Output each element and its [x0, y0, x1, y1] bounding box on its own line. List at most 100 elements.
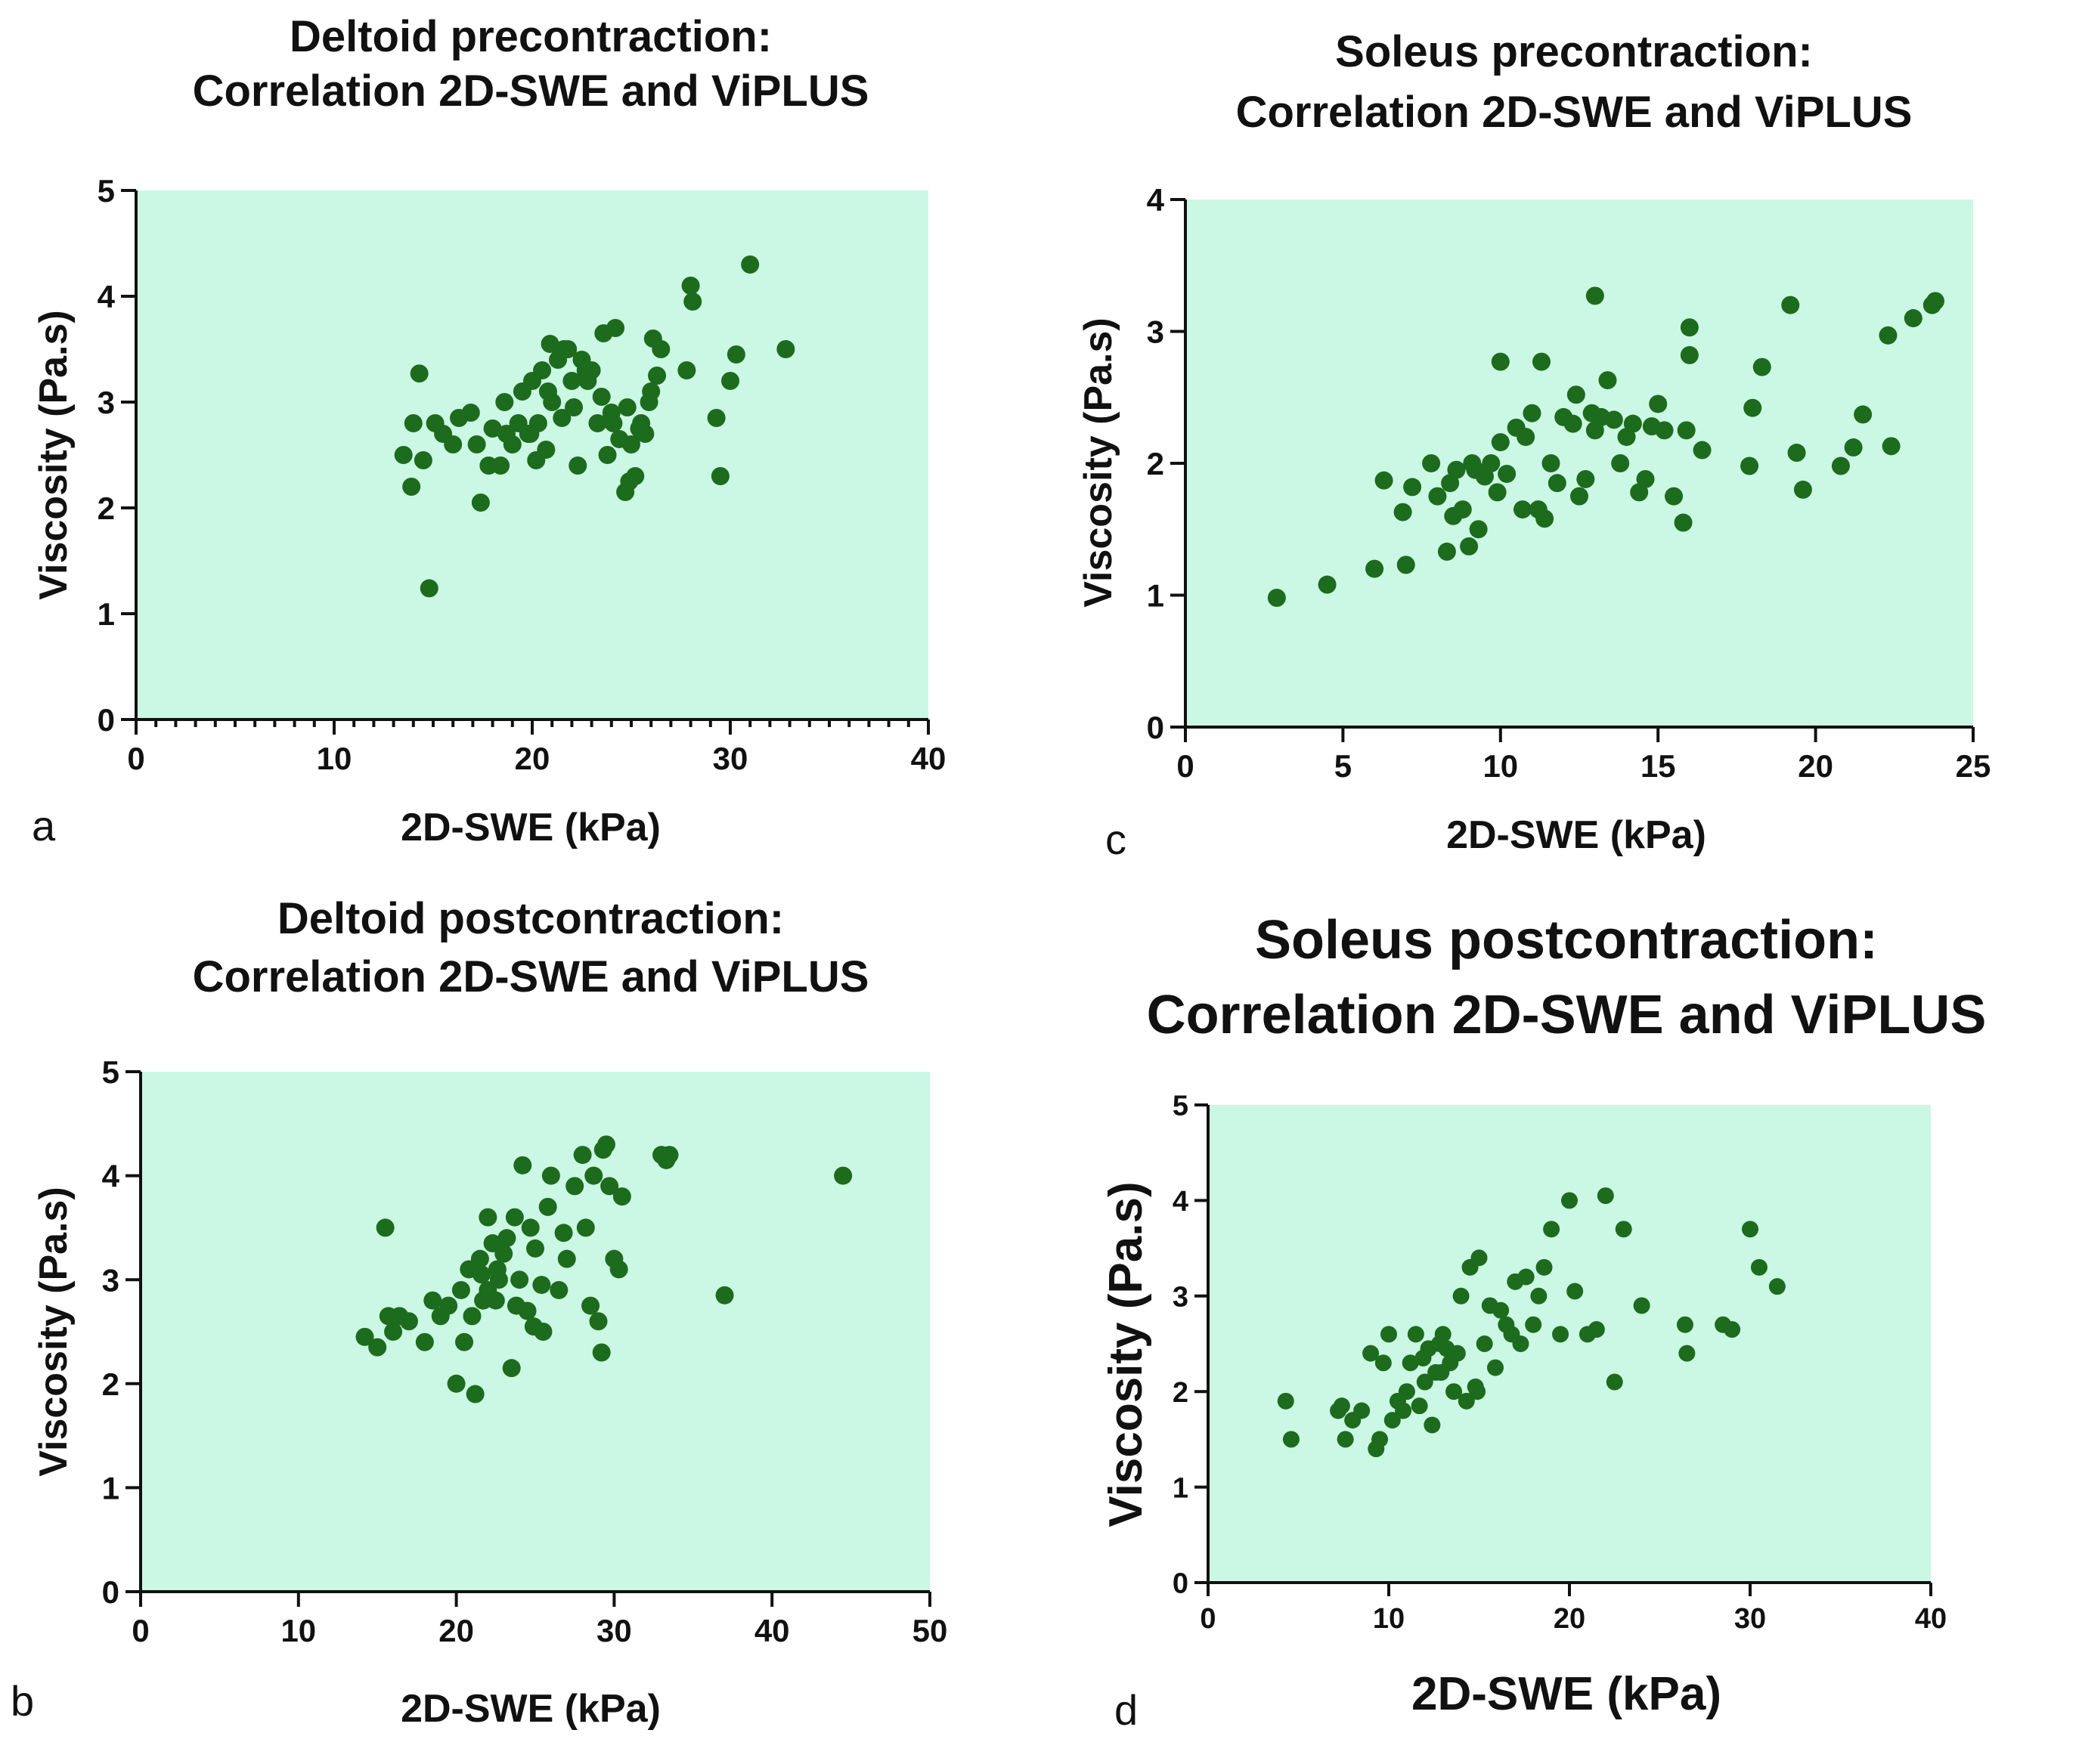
data-point — [1488, 483, 1507, 502]
data-point — [463, 1307, 482, 1326]
data-point — [1469, 1383, 1486, 1400]
data-point — [507, 1296, 525, 1315]
data-point — [384, 1323, 403, 1341]
data-point — [1428, 487, 1447, 506]
data-point — [524, 1317, 543, 1336]
data-point — [541, 1166, 560, 1185]
data-point — [1693, 441, 1712, 460]
data-point — [1267, 588, 1286, 607]
data-point — [538, 382, 557, 401]
y-axis-label: Viscosity (Pa.s) — [32, 1187, 76, 1476]
data-point — [1353, 1402, 1371, 1419]
data-point — [376, 1218, 395, 1237]
data-point — [1277, 1392, 1294, 1410]
data-point — [683, 292, 702, 311]
data-point — [1470, 1249, 1488, 1267]
data-point — [1570, 487, 1588, 506]
x-tick-label: 10 — [317, 741, 352, 776]
data-point — [1535, 509, 1554, 528]
data-point — [410, 364, 429, 383]
data-point — [721, 372, 739, 390]
panel-letter: d — [1114, 1686, 1138, 1734]
data-point — [1407, 1326, 1424, 1343]
data-point — [1740, 456, 1759, 475]
chart-title-line-2: Correlation 2D-SWE and ViPLUS — [1147, 985, 1987, 1045]
data-point — [648, 367, 667, 385]
data-point — [502, 1359, 521, 1378]
plot-area — [1208, 1105, 1931, 1583]
x-tick-label: 0 — [127, 741, 144, 776]
y-axis-label: Viscosity (Pa.s) — [1100, 1181, 1152, 1527]
data-point — [715, 1286, 734, 1304]
data-point — [444, 435, 463, 453]
data-point — [479, 1208, 497, 1227]
data-point — [1383, 1412, 1401, 1429]
panel-letter: c — [1105, 815, 1126, 863]
data-point — [652, 340, 671, 358]
data-points — [1277, 1187, 1786, 1458]
y-tick-label: 2 — [102, 1366, 119, 1402]
data-point — [1674, 513, 1693, 532]
data-point — [1396, 556, 1415, 574]
data-point — [1535, 1258, 1553, 1276]
y-tick-label: 1 — [1173, 1472, 1188, 1504]
data-point — [526, 1239, 544, 1258]
x-tick-label: 30 — [713, 741, 748, 776]
data-point — [1781, 296, 1800, 314]
x-tick-label: 0 — [132, 1613, 149, 1648]
data-point — [394, 446, 413, 464]
data-point — [1598, 371, 1617, 390]
data-point — [681, 277, 700, 295]
data-point — [368, 1338, 387, 1357]
data-point — [1517, 428, 1535, 447]
data-point — [541, 335, 559, 353]
data-point — [609, 1260, 628, 1279]
data-point — [488, 1260, 507, 1279]
data-point — [1563, 414, 1582, 433]
data-point — [1403, 478, 1422, 497]
data-point — [414, 451, 432, 469]
data-point — [1676, 1316, 1693, 1333]
data-point — [1374, 471, 1393, 490]
axis-ticks: 0 5 10 15 20 25 0 1 2 3 4 — [1147, 182, 1991, 784]
data-point — [1597, 1187, 1614, 1205]
y-tick-label: 4 — [102, 1159, 120, 1194]
chart-title-line-2: Correlation 2D-SWE and ViPLUS — [193, 952, 869, 1001]
data-point — [1337, 1431, 1354, 1448]
data-point — [1282, 1431, 1300, 1448]
y-tick-label: 1 — [1147, 578, 1164, 614]
y-tick-label: 4 — [1147, 182, 1165, 218]
data-point — [562, 372, 581, 390]
data-point — [447, 1374, 466, 1393]
axis-ticks: 0 10 20 30 40 0 1 2 3 4 5 — [98, 173, 947, 776]
data-point — [1411, 1397, 1428, 1415]
chart-title-line-1: Soleus postcontraction: — [1255, 910, 1878, 970]
data-point — [1491, 433, 1510, 452]
data-point — [1724, 1321, 1741, 1338]
data-point — [1831, 456, 1850, 475]
data-point — [461, 404, 480, 422]
x-tick-label: 20 — [1798, 748, 1833, 784]
y-tick-label: 2 — [1173, 1377, 1188, 1409]
axes — [139, 1072, 930, 1593]
data-point — [1445, 1383, 1463, 1400]
y-tick-label: 3 — [1147, 314, 1164, 350]
panel-d: Soleus postcontraction: Correlation 2D-S… — [1100, 910, 1986, 1734]
panel-a: Deltoid precontraction: Correlation 2D-S… — [32, 12, 946, 850]
data-point — [592, 1343, 611, 1362]
data-point — [1926, 292, 1944, 311]
data-point — [660, 1146, 679, 1165]
data-point — [1541, 454, 1560, 472]
y-tick-label: 5 — [102, 1054, 119, 1090]
data-point — [513, 1156, 532, 1174]
data-point — [1606, 1373, 1623, 1391]
x-tick-label: 30 — [596, 1613, 632, 1648]
data-point — [466, 1385, 485, 1403]
data-point — [1362, 1345, 1380, 1362]
data-point — [1482, 454, 1501, 472]
x-axis-label: 2D-SWE (kPa) — [1411, 1668, 1721, 1720]
data-point — [1398, 1383, 1415, 1400]
data-point — [471, 494, 490, 512]
data-point — [483, 419, 502, 438]
